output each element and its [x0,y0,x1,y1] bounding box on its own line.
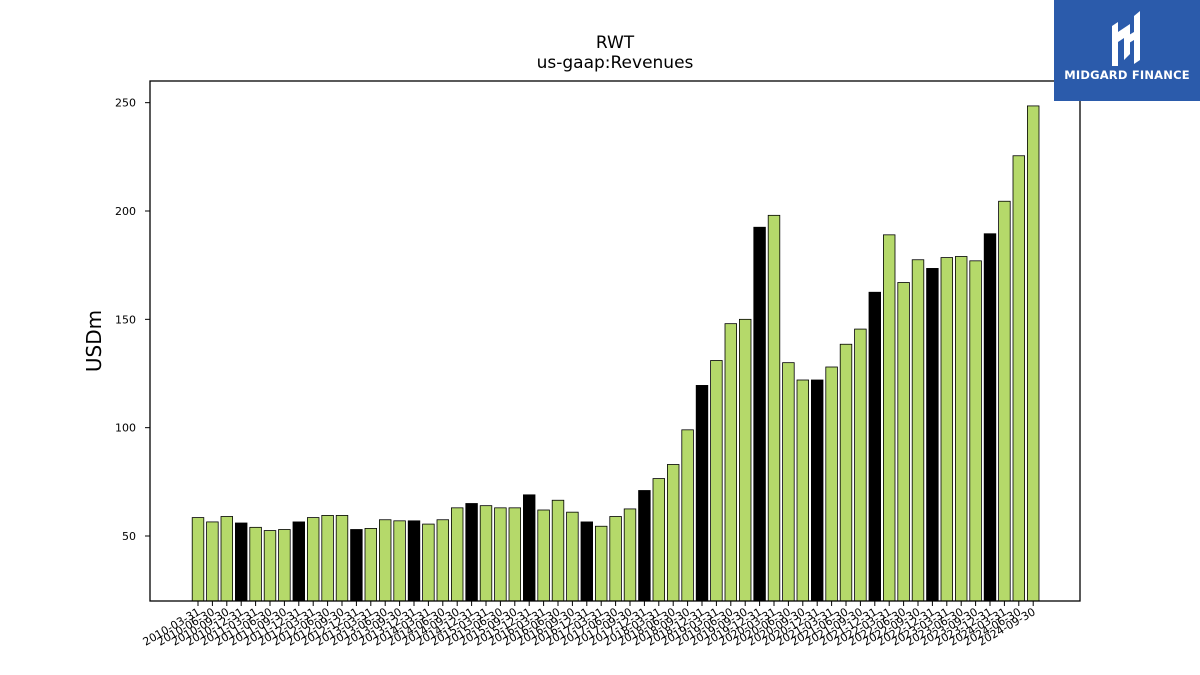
bar-2012-03-31 [306,517,320,602]
chart-title: RWT [596,33,635,53]
bar-2019-03-31 [710,360,723,602]
midgard-finance-logo: MIDGARD FINANCE [1054,0,1200,101]
x-axis: 2010-03-312010-06-302010-09-302010-12-31… [141,601,1038,649]
bar-2010-12-31 [234,522,248,602]
bar-2016-09-30 [566,511,579,602]
bar-2019-06-30 [724,323,738,602]
bar-2018-06-30 [667,464,680,602]
bar-2019-09-30 [739,318,752,602]
bar-2011-12-31 [292,521,306,602]
bar-2020-06-30 [782,362,795,602]
bar-2024-06-30 [1012,155,1026,602]
y-tick-label: 100 [115,422,136,435]
bar-2022-12-31 [926,268,939,602]
bar-2022-06-30 [897,282,910,602]
bar-2020-09-30 [796,379,810,602]
bar-2015-12-31 [523,494,536,602]
bar-2013-09-30 [393,520,406,602]
logo-text: MIDGARD FINANCE [1064,68,1190,82]
bar-2020-12-31 [811,379,824,602]
bar-2014-09-30 [450,507,464,602]
y-axis-label: USDm [82,310,106,372]
bar-2021-06-30 [839,343,853,602]
midgard-logo-icon [1112,11,1140,66]
bar-2013-03-31 [364,528,378,602]
bar-2019-12-31 [753,226,766,602]
bar-2012-12-31 [350,529,363,602]
y-tick-label: 250 [115,97,136,110]
bar-2022-03-31 [883,234,896,602]
bar-2016-06-30 [551,499,565,602]
bar-2022-09-30 [911,259,925,602]
bar-2020-03-31 [767,214,781,602]
bar-2014-06-30 [436,519,450,602]
bar-2017-03-31 [595,525,608,602]
bars-group [191,105,1040,602]
bar-2010-06-30 [206,521,219,602]
bar-2017-12-31 [638,490,651,602]
bar-2011-06-30 [263,530,277,602]
bar-2021-09-30 [854,328,867,602]
bar-2013-06-30 [378,519,392,602]
bar-2016-12-31 [580,521,594,602]
y-tick-label: 200 [115,205,136,218]
bar-2023-03-31 [940,257,954,602]
bar-2021-12-31 [868,291,882,602]
bar-2016-03-31 [537,509,550,602]
bar-2018-12-31 [695,385,709,602]
bar-2023-09-30 [969,260,982,602]
bar-2018-03-31 [652,478,666,602]
bar-2017-09-30 [623,508,637,602]
bar-2010-09-30 [220,516,234,602]
bar-2015-06-30 [494,507,507,602]
bar-2023-12-31 [983,233,997,602]
bar-2024-03-31 [998,200,1011,602]
bar-2024-09-30 [1027,105,1040,602]
bar-2013-12-31 [407,520,421,602]
bar-2012-09-30 [335,515,349,602]
bar-2021-03-31 [825,366,838,602]
y-tick-label: 50 [122,530,136,543]
bar-2015-09-30 [508,507,522,602]
bar-2015-03-31 [479,505,493,602]
bar-2011-09-30 [278,529,291,602]
bar-2014-03-31 [422,523,435,602]
plot-frame [149,80,1081,602]
bar-2023-06-30 [955,256,968,602]
bar-2010-03-31 [191,517,205,602]
y-tick-label: 150 [115,313,136,326]
bar-2017-06-30 [609,516,622,602]
chart-subtitle: us-gaap:Revenues [537,53,694,73]
bar-2012-06-30 [321,515,334,602]
y-axis: 50 100 150 200 250 [115,97,150,543]
bar-2011-03-31 [249,526,262,602]
bar-2018-09-30 [681,429,694,602]
bar-2014-12-31 [465,503,478,602]
